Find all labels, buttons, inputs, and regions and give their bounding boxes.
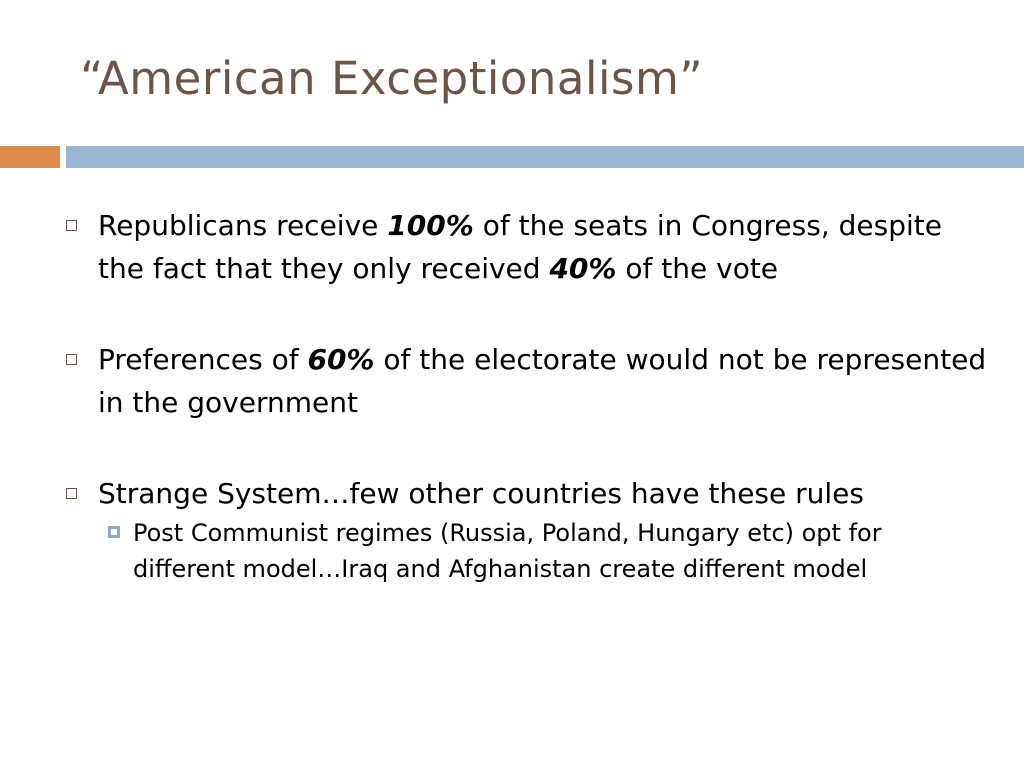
emphasis-value: 60% (307, 343, 375, 376)
emphasis-value: 40% (549, 252, 617, 285)
square-bullet-icon (66, 220, 77, 231)
slide-title: “American Exceptionalism” (80, 52, 704, 105)
square-bullet-icon (66, 354, 77, 365)
bullet-item-strange-system: Strange System…few other countries have … (58, 472, 988, 587)
accent-bar-blue (66, 146, 1024, 168)
bullet-item-republicans-seats: Republicans receive 100% of the seats in… (58, 204, 988, 290)
emphasis-value: 100% (387, 209, 474, 242)
bullet-item-preferences: Preferences of 60% of the electorate wou… (58, 338, 988, 424)
bullet-list: Republicans receive 100% of the seats in… (58, 204, 988, 587)
accent-bar-orange (0, 146, 60, 168)
sub-bullet-item-post-communist: Post Communist regimes (Russia, Poland, … (98, 515, 988, 587)
sub-bullet-list: Post Communist regimes (Russia, Poland, … (98, 515, 988, 587)
filled-square-bullet-icon (108, 526, 120, 538)
square-bullet-icon (66, 488, 77, 499)
